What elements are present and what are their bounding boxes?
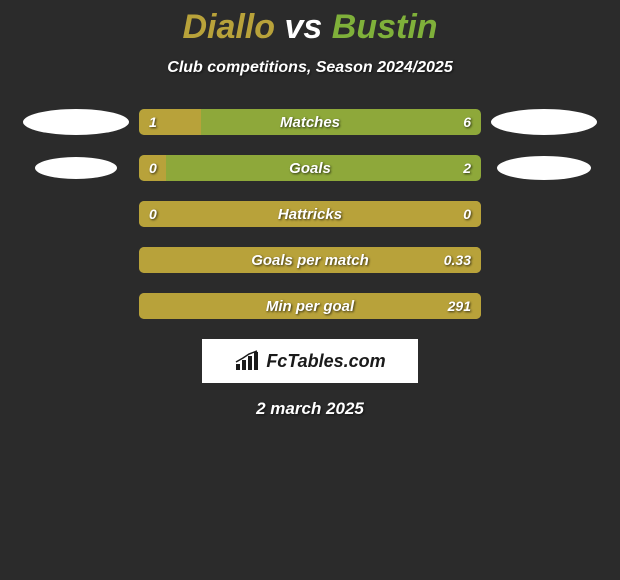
bar-value-right: 2	[463, 155, 471, 181]
title-player1: Diallo	[182, 8, 275, 46]
bar-chart-icon	[234, 350, 260, 372]
left-shape-goals	[23, 157, 129, 179]
title: Diallo vs Bustin	[0, 8, 620, 47]
ellipse-icon	[491, 109, 597, 135]
bar-label: Hattricks	[139, 201, 481, 227]
right-shape-goals	[491, 156, 597, 180]
bar-track: 1 Matches 6	[139, 109, 481, 135]
title-vs: vs	[284, 8, 322, 46]
bar-value-right: 0	[463, 201, 471, 227]
stat-row-gpm: Goals per match 0.33	[0, 247, 620, 273]
right-shape-matches	[491, 109, 597, 135]
subtitle: Club competitions, Season 2024/2025	[0, 59, 620, 77]
bar-value-right: 291	[448, 293, 471, 319]
date: 2 march 2025	[0, 399, 620, 419]
stat-row-hattricks: 0 Hattricks 0	[0, 201, 620, 227]
ellipse-icon	[35, 157, 117, 179]
bar-label: Goals	[139, 155, 481, 181]
bar-value-right: 0.33	[444, 247, 471, 273]
title-player2: Bustin	[332, 8, 438, 46]
infographic-container: Diallo vs Bustin Club competitions, Seas…	[0, 0, 620, 419]
stat-row-matches: 1 Matches 6	[0, 109, 620, 135]
bar-track: Min per goal 291	[139, 293, 481, 319]
logo-text: FcTables.com	[266, 351, 385, 372]
left-shape-matches	[23, 109, 129, 135]
logo-box: FcTables.com	[202, 339, 418, 383]
stat-row-goals: 0 Goals 2	[0, 155, 620, 181]
stat-row-mpg: Min per goal 291	[0, 293, 620, 319]
ellipse-icon	[497, 156, 591, 180]
bar-track: 0 Goals 2	[139, 155, 481, 181]
bar-track: Goals per match 0.33	[139, 247, 481, 273]
bar-track: 0 Hattricks 0	[139, 201, 481, 227]
bar-label: Goals per match	[139, 247, 481, 273]
bar-label: Min per goal	[139, 293, 481, 319]
ellipse-icon	[23, 109, 129, 135]
bar-label: Matches	[139, 109, 481, 135]
bar-value-right: 6	[463, 109, 471, 135]
